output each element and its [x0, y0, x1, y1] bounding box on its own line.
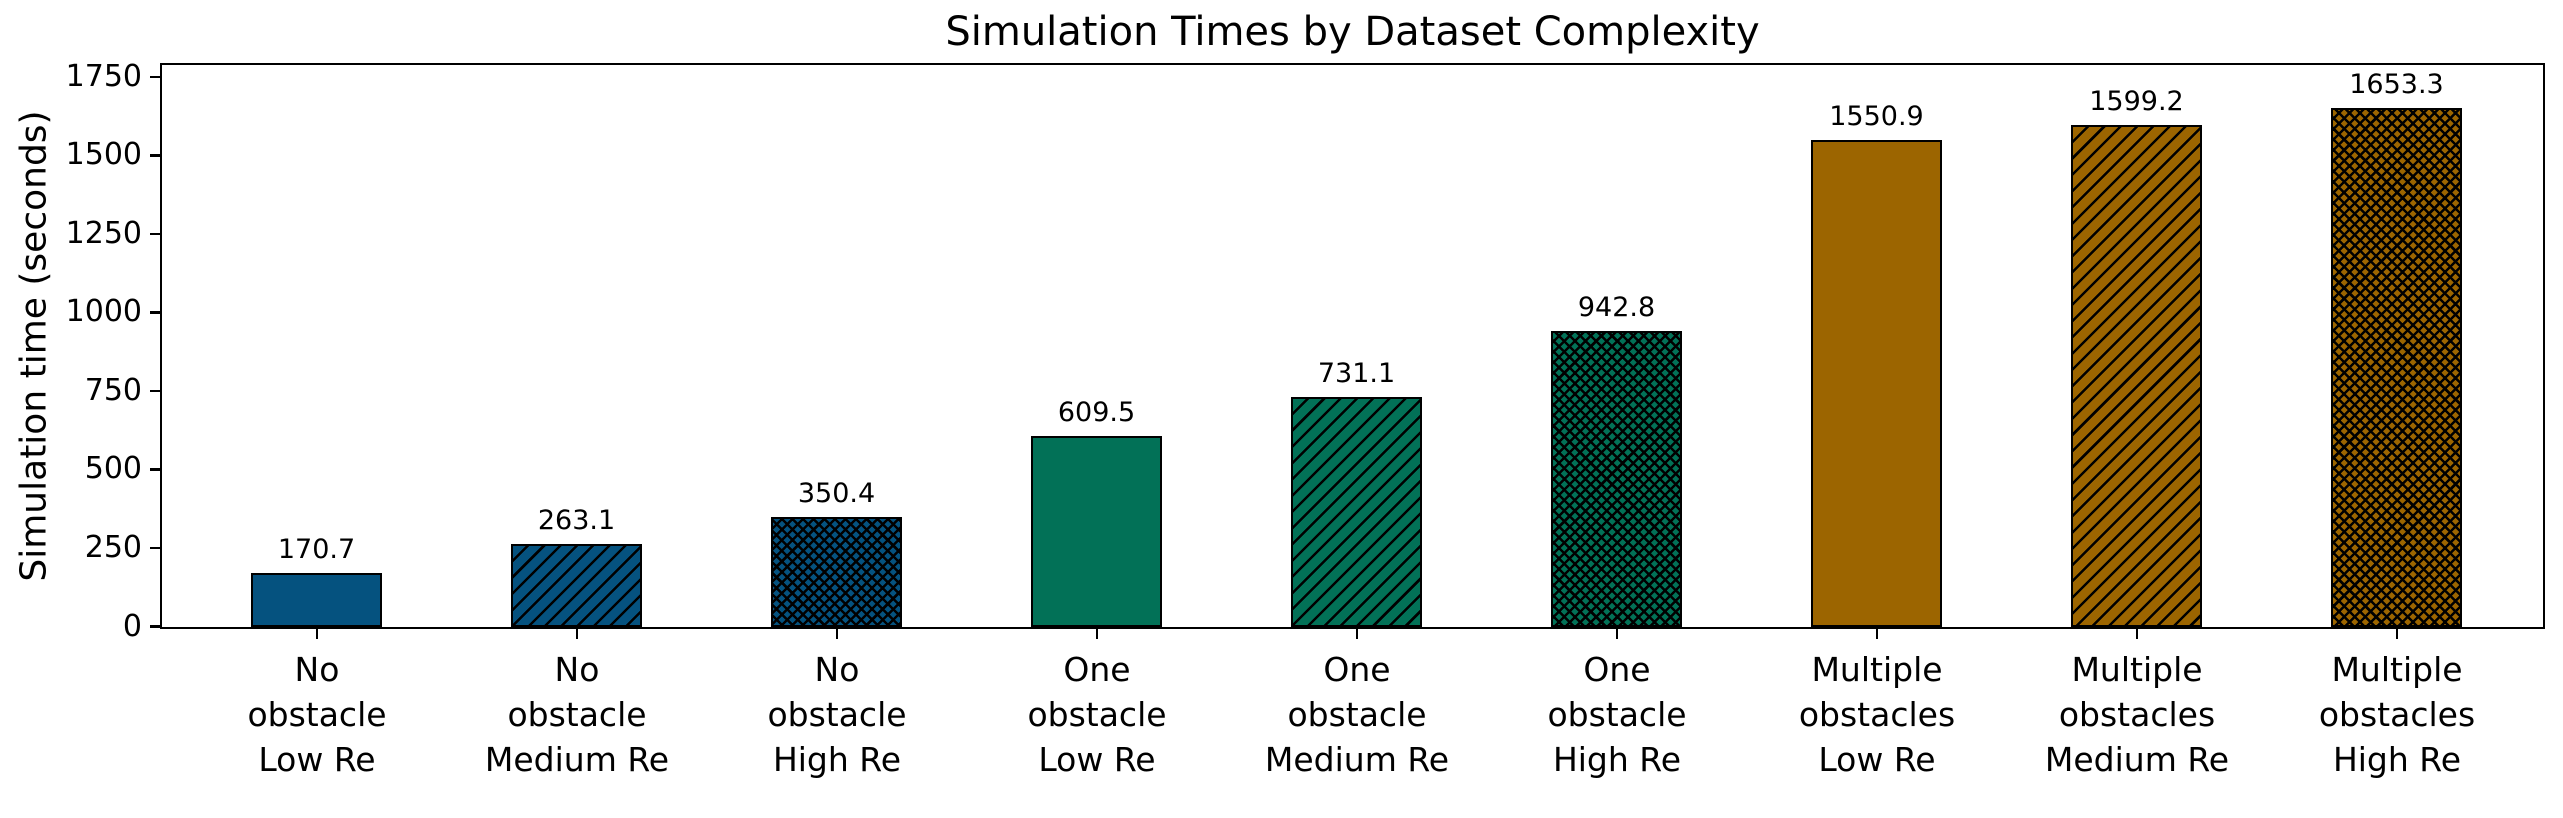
y-tick-mark — [150, 546, 160, 550]
x-tick-mark — [1095, 629, 1099, 639]
y-tick-mark — [150, 154, 160, 157]
y-tick-label: 250 — [84, 529, 142, 565]
x-tick-label: One obstacle Low Re — [1027, 650, 1167, 779]
bar-value-label: 1550.9 — [1829, 100, 1924, 132]
y-tick-label: 1750 — [65, 58, 142, 94]
bar — [1811, 139, 1942, 627]
bar — [1031, 435, 1162, 627]
y-tick-label: 750 — [84, 372, 142, 408]
y-axis-label: Simulation time (seconds) — [13, 110, 55, 582]
bar-value-label: 609.5 — [1057, 396, 1136, 428]
bar-value-label: 1653.3 — [2349, 68, 2444, 100]
bar-value-label: 350.4 — [797, 477, 876, 509]
y-tick-mark — [150, 389, 160, 393]
bar — [1551, 330, 1682, 627]
y-tick-mark — [150, 75, 160, 79]
x-tick-mark — [315, 629, 319, 639]
x-tick-mark — [1615, 629, 1619, 639]
x-tick-label: No obstacle Medium Re — [484, 650, 670, 779]
x-tick-label: Multiple obstacles Low Re — [1798, 650, 1956, 779]
bar — [2071, 124, 2202, 627]
x-tick-mark — [1875, 629, 1879, 639]
x-tick-mark — [2395, 629, 2399, 639]
x-tick-label: No obstacle Low Re — [247, 650, 387, 779]
x-tick-mark — [1355, 629, 1359, 639]
bar — [251, 573, 382, 627]
bar-value-label: 942.8 — [1577, 291, 1656, 323]
y-tick-label: 1500 — [65, 137, 142, 173]
bar-value-label: 170.7 — [277, 534, 356, 566]
bar-value-label: 263.1 — [537, 505, 616, 537]
bar — [771, 516, 902, 627]
x-tick-label: One obstacle Medium Re — [1264, 650, 1450, 779]
x-tick-mark — [835, 629, 839, 639]
y-tick-mark — [150, 232, 160, 236]
bar — [511, 544, 642, 627]
x-tick-mark — [2135, 629, 2139, 639]
y-tick-mark — [150, 625, 160, 628]
y-tick-label: 0 — [122, 608, 142, 644]
bar-value-label: 1599.2 — [2089, 85, 2184, 117]
x-tick-label: Multiple obstacles Medium Re — [2044, 650, 2230, 779]
bar-value-label: 731.1 — [1317, 358, 1396, 390]
y-tick-label: 500 — [84, 451, 142, 487]
plot-area: 170.7 263.1 350.4 609.5 731.1 942.8 1550.9 1599… — [160, 63, 2545, 629]
y-tick-mark — [150, 468, 160, 471]
x-tick-label: Multiple obstacles High Re — [2318, 650, 2476, 779]
bar — [1291, 397, 1422, 627]
x-tick-label: No obstacle High Re — [767, 650, 907, 779]
x-tick-mark — [575, 629, 579, 639]
bar — [2331, 107, 2462, 627]
chart-title: Simulation Times by Dataset Complexity — [945, 9, 1760, 55]
y-tick-label: 1250 — [65, 215, 142, 251]
x-tick-label: One obstacle High Re — [1547, 650, 1687, 779]
y-tick-mark — [150, 311, 160, 314]
y-tick-label: 1000 — [65, 294, 142, 330]
